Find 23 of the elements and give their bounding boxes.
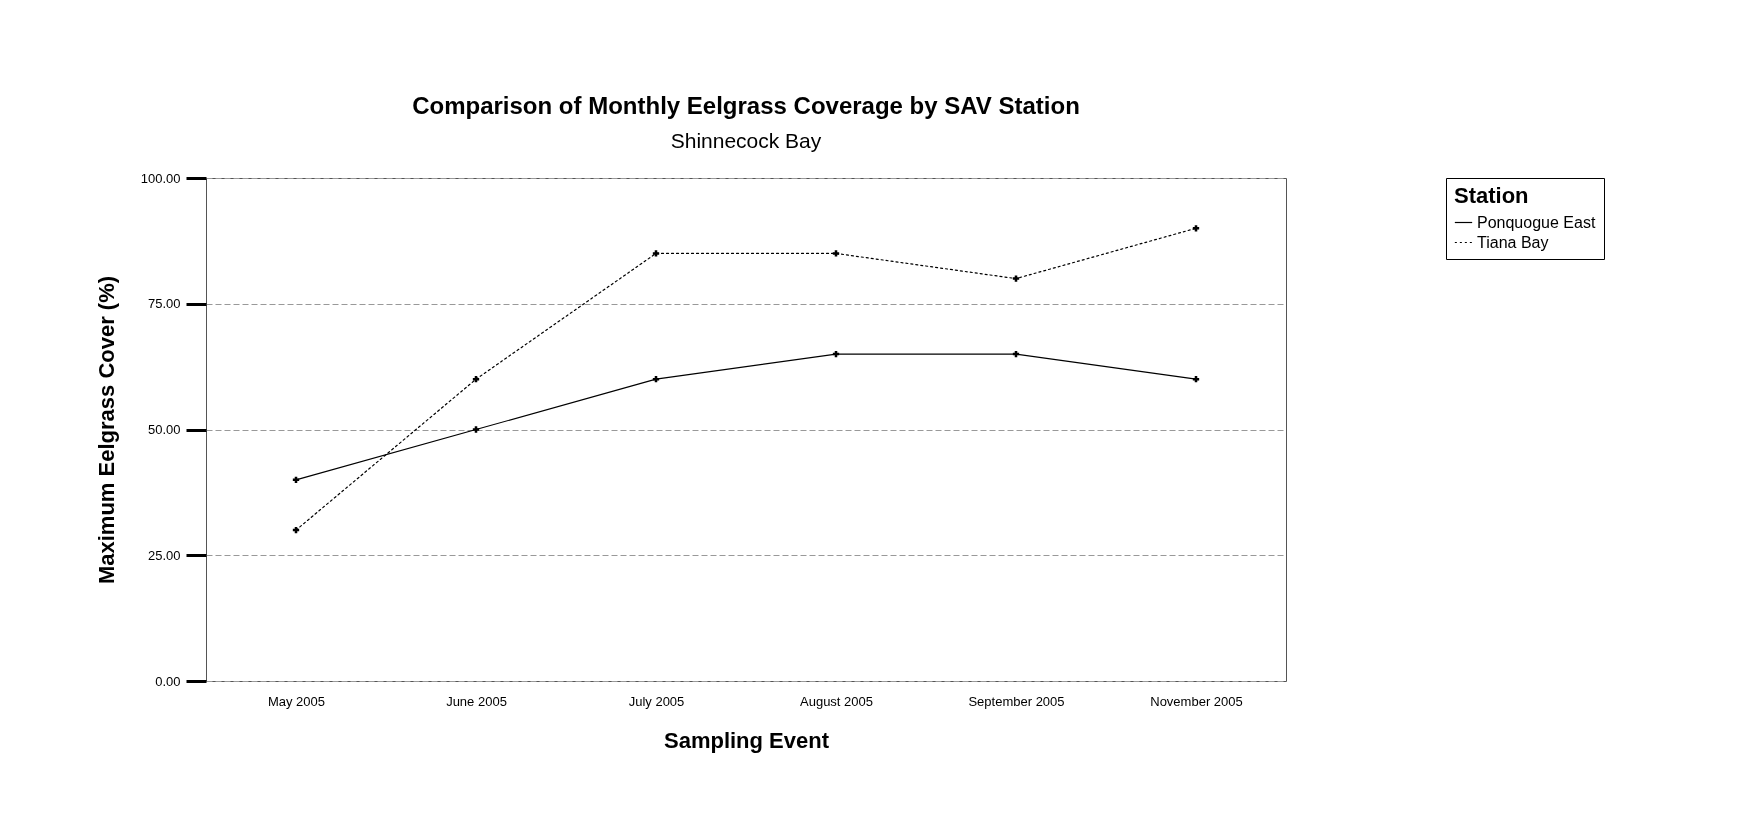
y-tick-label: 50.00 xyxy=(147,422,181,437)
point xyxy=(1192,225,1200,232)
y-tick-label: 25.00 xyxy=(147,547,181,563)
x-tick-label: August 2005 xyxy=(799,693,874,709)
point xyxy=(472,426,480,433)
point xyxy=(832,250,840,257)
x-tick-label: September 2005 xyxy=(968,693,1065,709)
chart-title: Comparison of Monthly Eelgrass Coverage by SAV Station xyxy=(412,92,1080,119)
legend-label: Ponquogue East xyxy=(1477,213,1596,231)
y-tick-label: 75.00 xyxy=(147,296,181,312)
y-tick-label: 0.00 xyxy=(155,673,181,689)
x-tick-label: May 2005 xyxy=(267,693,326,709)
point xyxy=(1012,275,1020,282)
x-axis-title: Sampling Event xyxy=(663,727,830,753)
chart-subtitle: Shinnecock Bay xyxy=(670,129,822,152)
y-tick-label: 100.00 xyxy=(140,170,181,186)
x-tick-label: July 2005 xyxy=(628,693,685,709)
legend-label: Tiana Bay xyxy=(1477,233,1549,251)
legend-title: Station xyxy=(1454,183,1529,208)
y-axis-title: Maximum Eelgrass Cover (%) xyxy=(93,275,119,585)
point xyxy=(652,250,660,257)
x-tick-label: November 2005 xyxy=(1150,693,1243,709)
x-tick-label: June 2005 xyxy=(446,693,507,709)
